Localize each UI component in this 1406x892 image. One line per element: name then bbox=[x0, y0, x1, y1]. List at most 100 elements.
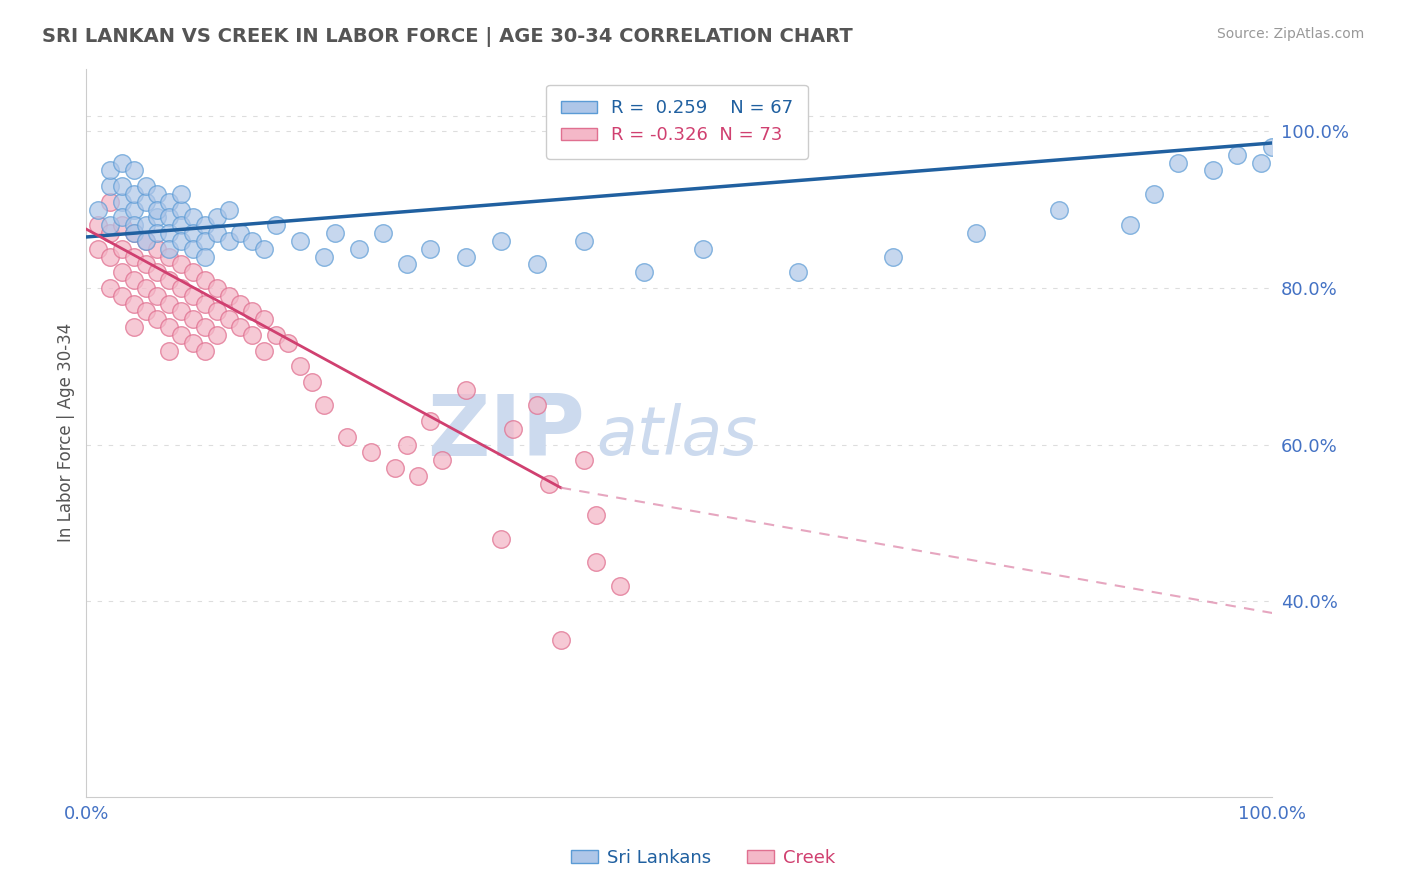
Point bbox=[205, 211, 228, 225]
Point bbox=[240, 304, 263, 318]
Point bbox=[633, 265, 655, 279]
Point bbox=[170, 281, 193, 295]
Point bbox=[146, 242, 169, 256]
Point bbox=[146, 312, 169, 326]
Point bbox=[194, 218, 217, 232]
Point bbox=[218, 234, 240, 248]
Point bbox=[312, 250, 335, 264]
Point bbox=[253, 312, 276, 326]
Y-axis label: In Labor Force | Age 30-34: In Labor Force | Age 30-34 bbox=[58, 323, 75, 542]
Point bbox=[585, 508, 607, 522]
Point bbox=[288, 234, 311, 248]
Point bbox=[146, 289, 169, 303]
Point bbox=[98, 163, 121, 178]
Point bbox=[218, 202, 240, 217]
Text: atlas: atlas bbox=[596, 403, 758, 469]
Point bbox=[491, 532, 513, 546]
Point bbox=[98, 226, 121, 240]
Point bbox=[122, 226, 145, 240]
Point bbox=[229, 296, 252, 310]
Point bbox=[170, 234, 193, 248]
Point bbox=[111, 211, 134, 225]
Point bbox=[312, 398, 335, 412]
Point bbox=[157, 226, 180, 240]
Point bbox=[87, 218, 110, 232]
Point bbox=[170, 257, 193, 271]
Point bbox=[111, 265, 134, 279]
Point bbox=[146, 202, 169, 217]
Point bbox=[454, 383, 477, 397]
Point bbox=[122, 202, 145, 217]
Point bbox=[111, 179, 134, 194]
Point bbox=[87, 242, 110, 256]
Point bbox=[277, 335, 299, 350]
Point bbox=[111, 155, 134, 169]
Point bbox=[240, 234, 263, 248]
Point bbox=[157, 320, 180, 334]
Point bbox=[1250, 155, 1272, 169]
Point bbox=[205, 327, 228, 342]
Point bbox=[181, 335, 204, 350]
Point bbox=[170, 304, 193, 318]
Point bbox=[692, 242, 714, 256]
Point bbox=[1202, 163, 1225, 178]
Point bbox=[135, 281, 157, 295]
Point bbox=[122, 186, 145, 201]
Point bbox=[122, 273, 145, 287]
Point bbox=[135, 194, 157, 209]
Point bbox=[157, 194, 180, 209]
Point bbox=[585, 555, 607, 569]
Point bbox=[454, 250, 477, 264]
Point bbox=[181, 312, 204, 326]
Point bbox=[537, 476, 560, 491]
Point bbox=[395, 437, 418, 451]
Point bbox=[264, 218, 287, 232]
Point bbox=[218, 289, 240, 303]
Point bbox=[419, 242, 441, 256]
Text: SRI LANKAN VS CREEK IN LABOR FORCE | AGE 30-34 CORRELATION CHART: SRI LANKAN VS CREEK IN LABOR FORCE | AGE… bbox=[42, 27, 853, 46]
Point bbox=[264, 327, 287, 342]
Point bbox=[882, 250, 904, 264]
Point bbox=[301, 375, 323, 389]
Point bbox=[157, 242, 180, 256]
Point bbox=[122, 296, 145, 310]
Point bbox=[122, 226, 145, 240]
Point bbox=[240, 327, 263, 342]
Point bbox=[181, 226, 204, 240]
Point bbox=[194, 296, 217, 310]
Point bbox=[1261, 140, 1284, 154]
Point bbox=[550, 633, 572, 648]
Point bbox=[1226, 147, 1249, 161]
Point bbox=[1167, 155, 1189, 169]
Point bbox=[181, 211, 204, 225]
Point bbox=[135, 257, 157, 271]
Point bbox=[122, 250, 145, 264]
Point bbox=[336, 430, 359, 444]
Point bbox=[205, 281, 228, 295]
Point bbox=[419, 414, 441, 428]
Point bbox=[146, 186, 169, 201]
Point bbox=[135, 179, 157, 194]
Point bbox=[194, 273, 217, 287]
Point bbox=[491, 234, 513, 248]
Point bbox=[194, 343, 217, 358]
Point bbox=[122, 163, 145, 178]
Point bbox=[122, 218, 145, 232]
Point bbox=[146, 265, 169, 279]
Point bbox=[181, 242, 204, 256]
Point bbox=[135, 218, 157, 232]
Point bbox=[218, 312, 240, 326]
Point bbox=[181, 265, 204, 279]
Point bbox=[609, 579, 631, 593]
Point bbox=[157, 296, 180, 310]
Point bbox=[502, 422, 524, 436]
Legend: R =  0.259    N = 67, R = -0.326  N = 73: R = 0.259 N = 67, R = -0.326 N = 73 bbox=[546, 85, 807, 159]
Point bbox=[98, 250, 121, 264]
Point bbox=[170, 327, 193, 342]
Point bbox=[157, 273, 180, 287]
Point bbox=[360, 445, 382, 459]
Point bbox=[135, 234, 157, 248]
Point bbox=[135, 234, 157, 248]
Point bbox=[1047, 202, 1070, 217]
Point bbox=[229, 226, 252, 240]
